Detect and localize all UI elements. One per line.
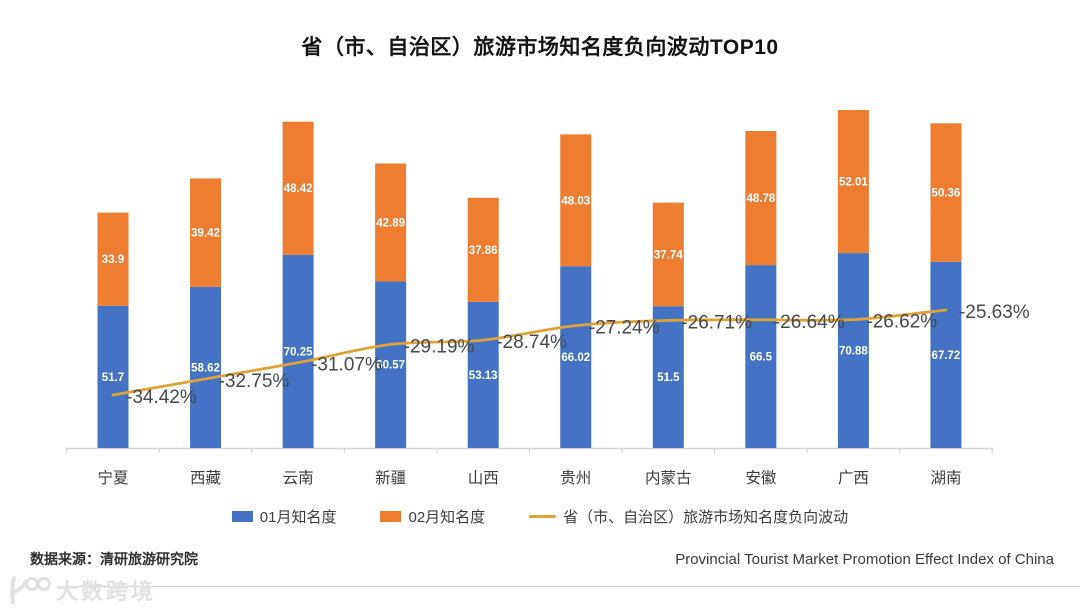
english-caption: Provincial Tourist Market Promotion Effe… bbox=[675, 551, 1054, 568]
line-value-label: -28.74% bbox=[496, 332, 567, 353]
legend-label-fluctuation: 省（市、自治区）旅游市场知名度负向波动 bbox=[563, 509, 849, 526]
bar-segment-feb bbox=[97, 212, 129, 306]
line-value-label: -29.19% bbox=[404, 336, 475, 357]
bar-value-label-jan: 53.13 bbox=[469, 370, 498, 382]
bar-segment-feb bbox=[837, 110, 869, 254]
bar-segment-feb bbox=[375, 163, 407, 282]
bar-value-label-jan: 66.5 bbox=[750, 352, 773, 364]
fluctuation-line bbox=[111, 308, 948, 397]
data-source-caption: 数据来源：清研旅游研究院 bbox=[30, 551, 198, 567]
line-value-label: -26.64% bbox=[774, 312, 845, 333]
bar-value-label-jan: 67.72 bbox=[932, 350, 961, 362]
watermark-logo-icon bbox=[10, 576, 51, 604]
bar-value-label-jan: 51.5 bbox=[657, 372, 680, 384]
bar-segment-jan bbox=[560, 266, 592, 448]
x-axis-label: 山西 bbox=[468, 469, 499, 487]
bar-value-label-feb: 48.42 bbox=[284, 183, 313, 195]
bar-segment-jan bbox=[97, 305, 129, 448]
line-value-label: -32.75% bbox=[219, 371, 290, 392]
bar-value-label-feb: 37.74 bbox=[654, 249, 683, 261]
bar-value-label-feb: 52.01 bbox=[839, 177, 868, 189]
bar-value-label-jan: 70.25 bbox=[284, 346, 313, 358]
bar-value-label-feb: 33.9 bbox=[102, 254, 124, 266]
line-value-label: -26.71% bbox=[681, 312, 752, 333]
legend-item-feb: 02月知名度 bbox=[380, 506, 485, 527]
chart-title: 省（市、自治区）旅游市场知名度负向波动TOP10 bbox=[301, 36, 779, 59]
legend-label-jan: 01月知名度 bbox=[259, 509, 337, 526]
footer-divider bbox=[66, 586, 1080, 587]
x-axis-label: 湖南 bbox=[930, 469, 961, 487]
bar-segment-jan bbox=[282, 254, 314, 448]
line-value-label: -34.42% bbox=[126, 387, 197, 408]
bar-segment-feb bbox=[930, 123, 962, 262]
bar-segment-jan bbox=[190, 286, 222, 448]
chart-plot: 51.7 33.9 58.62 39.42 70.25 48.42 60.57 42.89 53… bbox=[66, 110, 1030, 487]
legend-square-jan-icon bbox=[231, 511, 253, 522]
legend: 01月知名度 02月知名度 省（市、自治区）旅游市场知名度负向波动 bbox=[0, 506, 1080, 527]
bar-value-label-jan: 60.57 bbox=[376, 360, 405, 372]
bar-segment-jan bbox=[930, 261, 962, 448]
legend-item-fluctuation-line: 省（市、自治区）旅游市场知名度负向波动 bbox=[529, 506, 848, 527]
bar-value-label-jan: 58.62 bbox=[191, 362, 220, 374]
legend-line-marker-icon bbox=[529, 514, 557, 519]
x-axis-label: 安徽 bbox=[745, 469, 777, 487]
line-value-label: -31.07% bbox=[311, 355, 382, 376]
watermark-label: 大数跨境 bbox=[56, 579, 157, 604]
bar-value-label-feb: 39.42 bbox=[191, 228, 220, 240]
bar-segment-jan bbox=[837, 253, 869, 448]
bar-segment-feb bbox=[652, 202, 684, 307]
bar-value-label-feb: 37.86 bbox=[469, 245, 498, 257]
line-value-label: -27.24% bbox=[589, 318, 660, 339]
bar-segment-jan bbox=[745, 265, 777, 448]
bar-value-label-feb: 48.78 bbox=[746, 193, 775, 205]
bar-segment-jan bbox=[467, 301, 499, 448]
bar-value-label-jan: 51.7 bbox=[102, 372, 124, 384]
bar-value-label-jan: 70.88 bbox=[839, 346, 868, 358]
x-axis-label: 广西 bbox=[838, 469, 869, 487]
x-axis-label: 内蒙古 bbox=[645, 469, 692, 487]
bar-value-label-feb: 48.03 bbox=[561, 195, 590, 207]
x-axis-label: 新疆 bbox=[375, 469, 406, 487]
bar-segment-feb bbox=[467, 197, 499, 302]
bar-segment-feb bbox=[745, 130, 777, 266]
x-axis-label: 贵州 bbox=[560, 469, 591, 487]
bar-segment-feb bbox=[560, 134, 592, 267]
line-value-label: -26.62% bbox=[866, 312, 937, 333]
bar-segment-feb bbox=[190, 178, 222, 287]
bar-value-label-feb: 42.89 bbox=[376, 217, 405, 229]
bar-value-label-feb: 50.36 bbox=[932, 188, 961, 200]
legend-label-feb: 02月知名度 bbox=[408, 509, 486, 526]
x-axis-label: 宁夏 bbox=[97, 469, 129, 487]
watermark: 大数跨境 bbox=[8, 574, 156, 606]
bar-segment-feb bbox=[282, 121, 314, 255]
x-axis-label: 云南 bbox=[283, 469, 314, 487]
bar-segment-jan bbox=[375, 281, 407, 448]
x-axis-label: 西藏 bbox=[190, 469, 221, 487]
line-value-label: -25.63% bbox=[959, 302, 1030, 323]
legend-square-feb-icon bbox=[380, 511, 402, 522]
legend-item-jan: 01月知名度 bbox=[231, 506, 337, 527]
bar-segment-jan bbox=[652, 306, 684, 448]
bar-value-label-jan: 66.02 bbox=[561, 352, 590, 364]
